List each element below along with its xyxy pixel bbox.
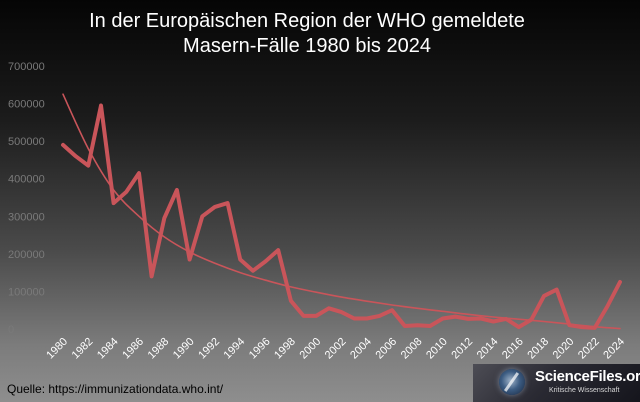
x-tick-label: 2004 (348, 336, 374, 362)
x-tick-label: 2022 (576, 336, 602, 362)
x-tick-label: 2014 (475, 336, 501, 362)
x-tick-label: 1998 (272, 336, 298, 362)
y-axis: 700000 600000 500000 400000 300000 200000 1000… (8, 61, 45, 336)
trend-line (62, 93, 621, 330)
x-tick-label: 2020 (551, 336, 577, 362)
x-tick-label: 1984 (95, 336, 121, 362)
y-tick-label: 100000 (8, 286, 45, 298)
x-tick-label: 1992 (196, 336, 222, 362)
x-tick-label: 1982 (70, 336, 96, 362)
y-tick-label: 600000 (8, 99, 45, 111)
sciencefiles-logo: ScienceFiles.org Kritische Wissenschaft (473, 364, 640, 402)
x-tick-label: 2008 (399, 336, 425, 362)
chart-title: In der Europäischen Region der WHO gemel… (89, 10, 525, 57)
logo-text: ScienceFiles.org (535, 368, 640, 385)
x-tick-label: 2024 (601, 336, 627, 362)
y-tick-label: 300000 (8, 211, 45, 223)
x-tick-label: 1990 (171, 336, 197, 362)
y-tick-label: 700000 (8, 61, 45, 73)
x-tick-label: 2018 (525, 336, 551, 362)
x-tick-label: 2010 (424, 336, 450, 362)
x-tick-label: 2002 (323, 336, 349, 362)
series-layer (61, 93, 622, 330)
x-tick-label: 2012 (449, 336, 475, 362)
reported-cases-line (61, 103, 622, 330)
y-tick-label: 500000 (8, 136, 45, 148)
x-tick-label: 1986 (120, 336, 146, 362)
x-tick-label: 1996 (247, 336, 273, 362)
x-tick-label: 1988 (146, 336, 172, 362)
y-tick-label: 200000 (8, 249, 45, 261)
emblem-icon (499, 369, 525, 395)
x-tick-label: 2016 (500, 336, 526, 362)
x-tick-label: 1980 (44, 336, 70, 362)
x-tick-label: 2000 (298, 336, 324, 362)
y-tick-label: 400000 (8, 174, 45, 186)
chart-title-line-2: Masern-Fälle 1980 bis 2024 (183, 35, 431, 57)
chart-title-line-1: In der Europäischen Region der WHO gemel… (89, 10, 525, 32)
x-axis: 1980 1982 1984 1986 1988 1990 1992 1994 1996 1998… (44, 336, 627, 362)
source-note: Quelle: https://immunizationdata.who.int… (7, 382, 224, 396)
x-tick-label: 1994 (222, 336, 248, 362)
x-tick-label: 2006 (373, 336, 399, 362)
logo-subtitle: Kritische Wissenschaft (549, 387, 620, 394)
y-tick-label: 0 (8, 324, 14, 336)
